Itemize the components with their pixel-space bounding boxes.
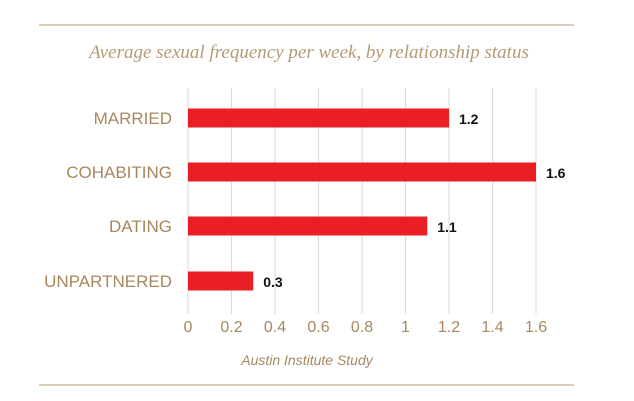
category-label: MARRIED (94, 109, 172, 128)
bar (188, 162, 536, 182)
x-tick-label: 1.6 (525, 319, 547, 336)
top-divider (39, 24, 574, 26)
category-label: COHABITING (66, 163, 172, 182)
data-label: 1.6 (546, 165, 566, 181)
bar (188, 216, 428, 236)
bar (188, 271, 254, 291)
x-tick-label: 0.4 (264, 319, 286, 336)
data-label: 1.2 (459, 111, 479, 127)
bottom-divider (39, 384, 574, 386)
x-tick-label: 1.4 (481, 319, 503, 336)
data-label: 1.1 (437, 219, 457, 235)
category-label: UNPARTNERED (44, 272, 172, 291)
x-tick-label: 0.2 (220, 319, 242, 336)
bar (188, 108, 449, 128)
source-caption: Austin Institute Study (241, 352, 373, 368)
x-tick-label: 0.8 (351, 319, 373, 336)
x-tick-label: 0.6 (307, 319, 329, 336)
x-tick-label: 1.2 (438, 319, 460, 336)
x-tick-label: 1 (401, 319, 410, 336)
chart-title: Average sexual frequency per week, by re… (89, 42, 529, 63)
x-tick-label: 0 (184, 319, 193, 336)
data-label: 0.3 (263, 274, 283, 290)
category-label: DATING (109, 217, 172, 236)
